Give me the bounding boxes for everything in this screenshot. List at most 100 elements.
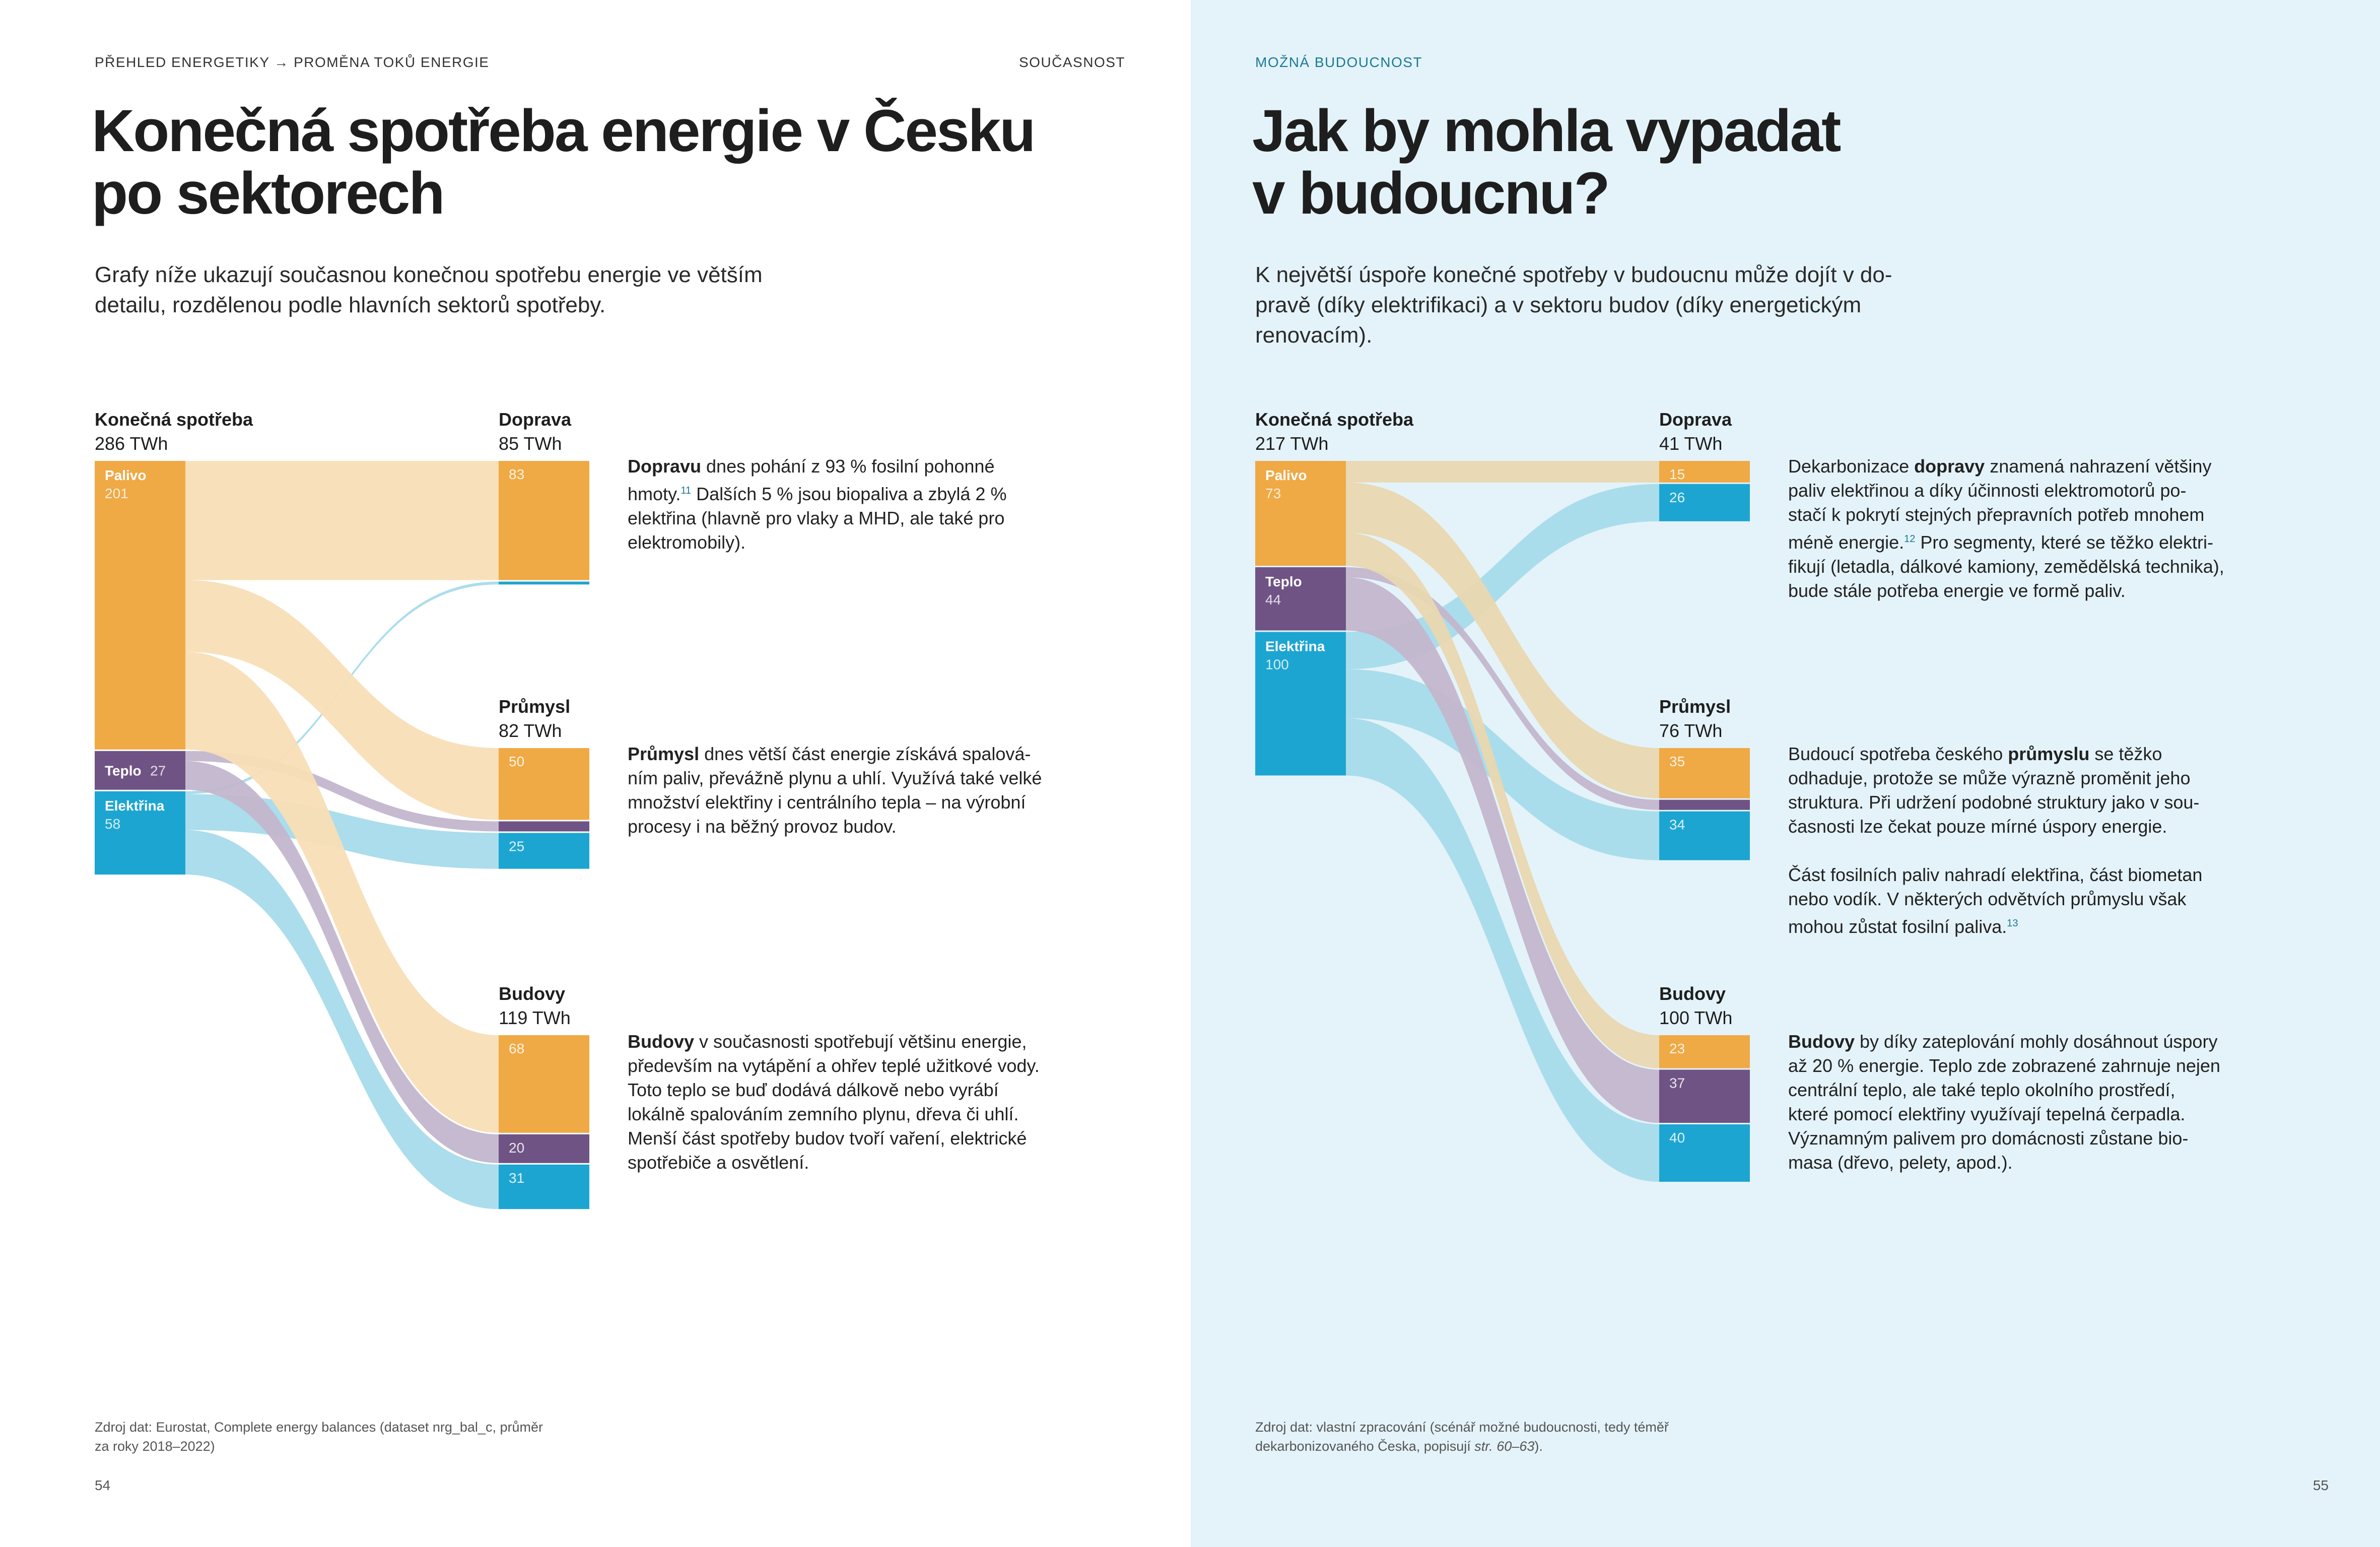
sector-title-industry: Průmysl: [499, 696, 570, 717]
buildings-text: by díky zateplování mohly dosáhnout úspo…: [1788, 1031, 2220, 1173]
carrier-value-elec: 100: [1265, 656, 1289, 672]
carrier-name-fuel: Palivo: [105, 467, 146, 483]
footnote-ref[interactable]: 11: [681, 485, 692, 496]
sector-bar-transport-elec: [499, 581, 589, 585]
sector-total-transport: 85 TWh: [499, 433, 562, 454]
flow-fuel-to-buildings: [185, 652, 499, 1133]
sector-title-buildings: Budovy: [1659, 983, 1726, 1004]
transport-lead: Dopravu: [628, 456, 702, 477]
sector-part-value-industry-elec: 25: [509, 838, 524, 854]
sector-title-transport: Doprava: [1659, 409, 1732, 430]
section-label: SOUČASNOST: [1018, 54, 1125, 70]
carrier-value-fuel: 201: [105, 486, 128, 501]
industry-lead: Průmysl: [628, 744, 700, 764]
transport-text-tail: Pro segmenty, které se těžko elektri- fi…: [1788, 532, 2224, 601]
transport-text: znamená nahrazení většiny paliv elektřin…: [1788, 456, 2212, 553]
sector-bar-buildings-elec: [499, 1164, 589, 1209]
source-total: 286 TWh: [95, 433, 168, 454]
sector-part-value-buildings-fuel: 68: [509, 1041, 524, 1056]
carrier-value-heat: 27: [150, 763, 166, 778]
industry-text: se těžko odhaduje, protože se může výraz…: [1788, 744, 2203, 937]
intro-text: K největší úspoře konečné spotřeby v bud…: [1255, 262, 1892, 348]
sector-title-industry: Průmysl: [1659, 696, 1731, 717]
sector-total-industry: 76 TWh: [1659, 720, 1722, 741]
source-title: Konečná spotřeba: [1255, 409, 1414, 430]
flow-elec-to-industry: [1346, 669, 1659, 860]
transport-description: Dekarbonizace dopravy znamená nahrazení …: [1788, 454, 2224, 603]
buildings-lead: Budovy: [1788, 1031, 1855, 1052]
source-bar-heat: [95, 751, 185, 790]
sector-total-buildings: 100 TWh: [1659, 1007, 1732, 1028]
sector-part-value-transport-fuel: 83: [509, 466, 524, 482]
sector-bar-transport-fuel: [1659, 461, 1750, 483]
page-number: 55: [2313, 1477, 2329, 1493]
industry-text: dnes větší část energie získává spalová-…: [628, 744, 1042, 837]
sector-bar-buildings-fuel: [1659, 1035, 1750, 1068]
buildings-description: Budovy by díky zateplování mohly dosáhno…: [1788, 1030, 2220, 1175]
sector-part-value-industry-elec: 34: [1669, 817, 1685, 833]
footnote-ref[interactable]: 13: [2007, 918, 2018, 929]
sector-bar-industry-heat: [499, 821, 589, 832]
transport-lead: dopravy: [1914, 456, 1985, 477]
sankey-nodes: Konečná spotřeba 286 TWh Palivo 201 Teplo 27 E…: [95, 409, 589, 1209]
section-label: MOŽNÁ BUDOUCNOST: [1255, 54, 1422, 70]
data-source: Zdroj dat: Eurostat, Complete energy bal…: [95, 1420, 543, 1454]
flow-fuel-to-buildings: [1346, 532, 1659, 1068]
sector-bar-industry-heat: [1659, 799, 1750, 810]
flow-heat-to-industry: [1346, 567, 1659, 810]
flow-fuel-to-transport: [185, 461, 499, 580]
sector-bar-industry-fuel: [499, 748, 589, 820]
intro-text: Grafy níže ukazují současnou konečnou sp…: [95, 262, 763, 317]
flow-fuel-to-industry: [1346, 482, 1659, 798]
footnote-ref[interactable]: 12: [1904, 533, 1916, 545]
source-bar-fuel: [95, 461, 185, 750]
sector-bar-industry-elec: [1659, 811, 1750, 860]
sector-total-transport: 41 TWh: [1659, 433, 1722, 454]
sector-part-value-industry-fuel: 50: [509, 754, 524, 769]
source-title: Konečná spotřeba: [95, 409, 253, 430]
flow-fuel-to-industry: [185, 580, 499, 820]
industry-description: Budoucí spotřeba českého průmyslu se těž…: [1788, 742, 2202, 939]
source-bar-elec: [1255, 632, 1346, 776]
buildings-lead: Budovy: [628, 1031, 695, 1052]
carrier-name-fuel: Palivo: [1265, 467, 1307, 483]
data-source-page-ref: str. 60–63: [1474, 1439, 1535, 1454]
sector-total-industry: 82 TWh: [499, 720, 562, 741]
page-title: Konečná spotřeba energie v Česku po sekt…: [92, 98, 1036, 227]
source-bar-elec: [95, 791, 185, 875]
sector-part-value-buildings-heat: 37: [1669, 1075, 1685, 1091]
sector-part-value-buildings-heat: 20: [509, 1140, 524, 1156]
carrier-name-heat: Teplo: [105, 763, 142, 778]
flow-fuel-to-transport: [1346, 461, 1659, 483]
flow-heat-to-industry: [185, 751, 499, 832]
sector-title-transport: Doprava: [499, 409, 572, 430]
industry-lead: průmyslu: [2008, 744, 2090, 764]
flow-heat-to-buildings: [185, 761, 499, 1163]
source-bar-fuel: [1255, 461, 1346, 566]
sector-part-value-buildings-elec: 31: [509, 1170, 524, 1186]
source-total: 217 TWh: [1255, 433, 1328, 454]
breadcrumb: PŘEHLED ENERGETIKY → PROMĚNA TOKŮ ENERGI…: [95, 54, 490, 70]
left-page: PŘEHLED ENERGETIKY → PROMĚNA TOKŮ ENERGI…: [92, 54, 1125, 1493]
sector-part-value-industry-fuel: 35: [1669, 754, 1685, 769]
buildings-text: v současnosti spotřebují většinu energie…: [628, 1031, 1040, 1173]
sector-bar-buildings-heat: [1659, 1069, 1750, 1123]
data-source-text: Zdroj dat: vlastní zpracování (scénář mo…: [1255, 1420, 1669, 1454]
carrier-name-elec: Elektřina: [1265, 638, 1325, 654]
page-title: Jak by mohla vypadat v budoucnu?: [1252, 98, 1841, 227]
sector-part-value-transport-fuel: 15: [1669, 466, 1685, 482]
industry-description: Průmysl dnes větší část energie získává …: [628, 742, 1042, 839]
carrier-value-fuel: 73: [1265, 486, 1281, 501]
sector-bar-industry-fuel: [1659, 748, 1750, 798]
right-page: MOŽNÁ BUDOUCNOST Jak by mohla vypadat v …: [1191, 0, 2380, 1547]
sector-bar-transport-fuel: [499, 461, 589, 580]
data-source: Zdroj dat: vlastní zpracování (scénář mo…: [1255, 1418, 1669, 1456]
sector-bar-industry-elec: [499, 833, 589, 869]
sankey-diagram-current: Konečná spotřeba 286 TWh Palivo 201 Teplo 27 E…: [95, 409, 589, 1209]
carrier-value-elec: 58: [105, 816, 120, 832]
sankey-nodes: Konečná spotřeba 217 TWh Palivo 73 Teplo 44 El…: [1255, 409, 1750, 1182]
sector-bar-buildings-heat: [499, 1134, 589, 1163]
sankey-links: [1346, 461, 1659, 1182]
sector-bar-buildings-fuel: [499, 1035, 589, 1133]
carrier-name-elec: Elektřina: [105, 798, 165, 814]
